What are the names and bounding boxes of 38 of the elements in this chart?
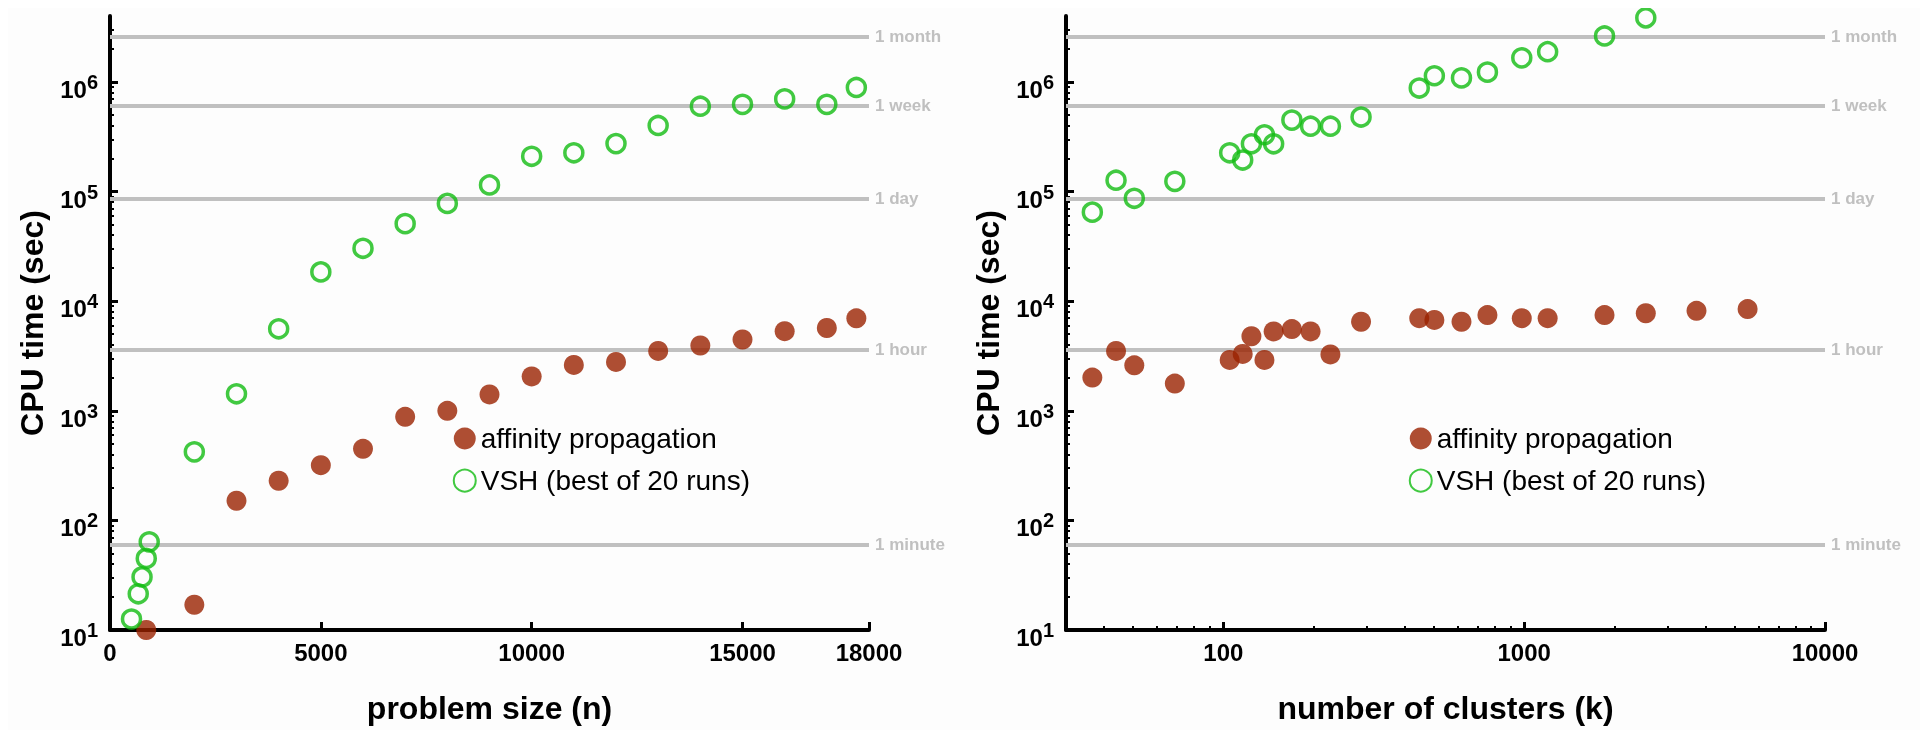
x-tick-label: 1000 [1497, 638, 1551, 666]
ref-line-label: 1 month [1831, 27, 1898, 47]
legend-label: VSH (best of 20 runs) [480, 465, 750, 497]
ref-line-label: 1 week [1831, 96, 1888, 116]
y-tick-label: 10$^{1}$ [60, 618, 98, 652]
ref-line-label: 1 week [875, 96, 932, 116]
ref-line-label: 1 month [875, 27, 942, 47]
legend-label: affinity propagation [480, 423, 717, 455]
y-tick-label: 10$^{2}$ [1016, 508, 1054, 543]
x-tick-label: 15000 [709, 638, 776, 666]
ref-line-label: 1 day [875, 189, 920, 209]
y-tick-label: 10$^{1}$ [1016, 618, 1054, 652]
ref-line-label: 1 minute [1831, 535, 1901, 555]
x-axis-title: problem size (n) [366, 690, 613, 726]
y-tick-label: 10$^{3}$ [1016, 398, 1054, 433]
y-tick-label: 10$^{5}$ [1016, 179, 1054, 214]
legend-label: VSH (best of 20 runs) [1436, 465, 1706, 497]
ref-line-label: 1 minute [875, 535, 945, 555]
x-tick-label: 18000 [835, 638, 903, 666]
y-tick-label: 10$^{6}$ [1016, 70, 1054, 104]
y-tick-label: 10$^{5}$ [60, 179, 98, 214]
x-axis-title: number of clusters (k) [1277, 690, 1614, 726]
y-tick-label: 10$^{6}$ [60, 70, 98, 104]
y-tick-label: 10$^{4}$ [1016, 289, 1054, 324]
ref-line-label: 1 day [1831, 189, 1876, 209]
ref-line-label: 1 hour [1831, 340, 1884, 360]
y-tick-label: 10$^{4}$ [60, 289, 98, 324]
x-tick-label: 100 [1203, 638, 1244, 666]
y-axis-title: CPU time (sec) [14, 210, 50, 436]
ref-line-label: 1 hour [875, 340, 928, 360]
legend-label: affinity propagation [1436, 423, 1673, 455]
y-tick-label: 10$^{3}$ [60, 398, 98, 433]
x-tick-label: 0 [103, 638, 117, 666]
x-tick-label: 10000 [1791, 638, 1859, 666]
x-tick-label: 10000 [498, 638, 566, 666]
y-tick-label: 10$^{2}$ [60, 508, 98, 543]
x-tick-label: 5000 [294, 638, 348, 666]
y-axis-title: CPU time (sec) [970, 210, 1006, 436]
